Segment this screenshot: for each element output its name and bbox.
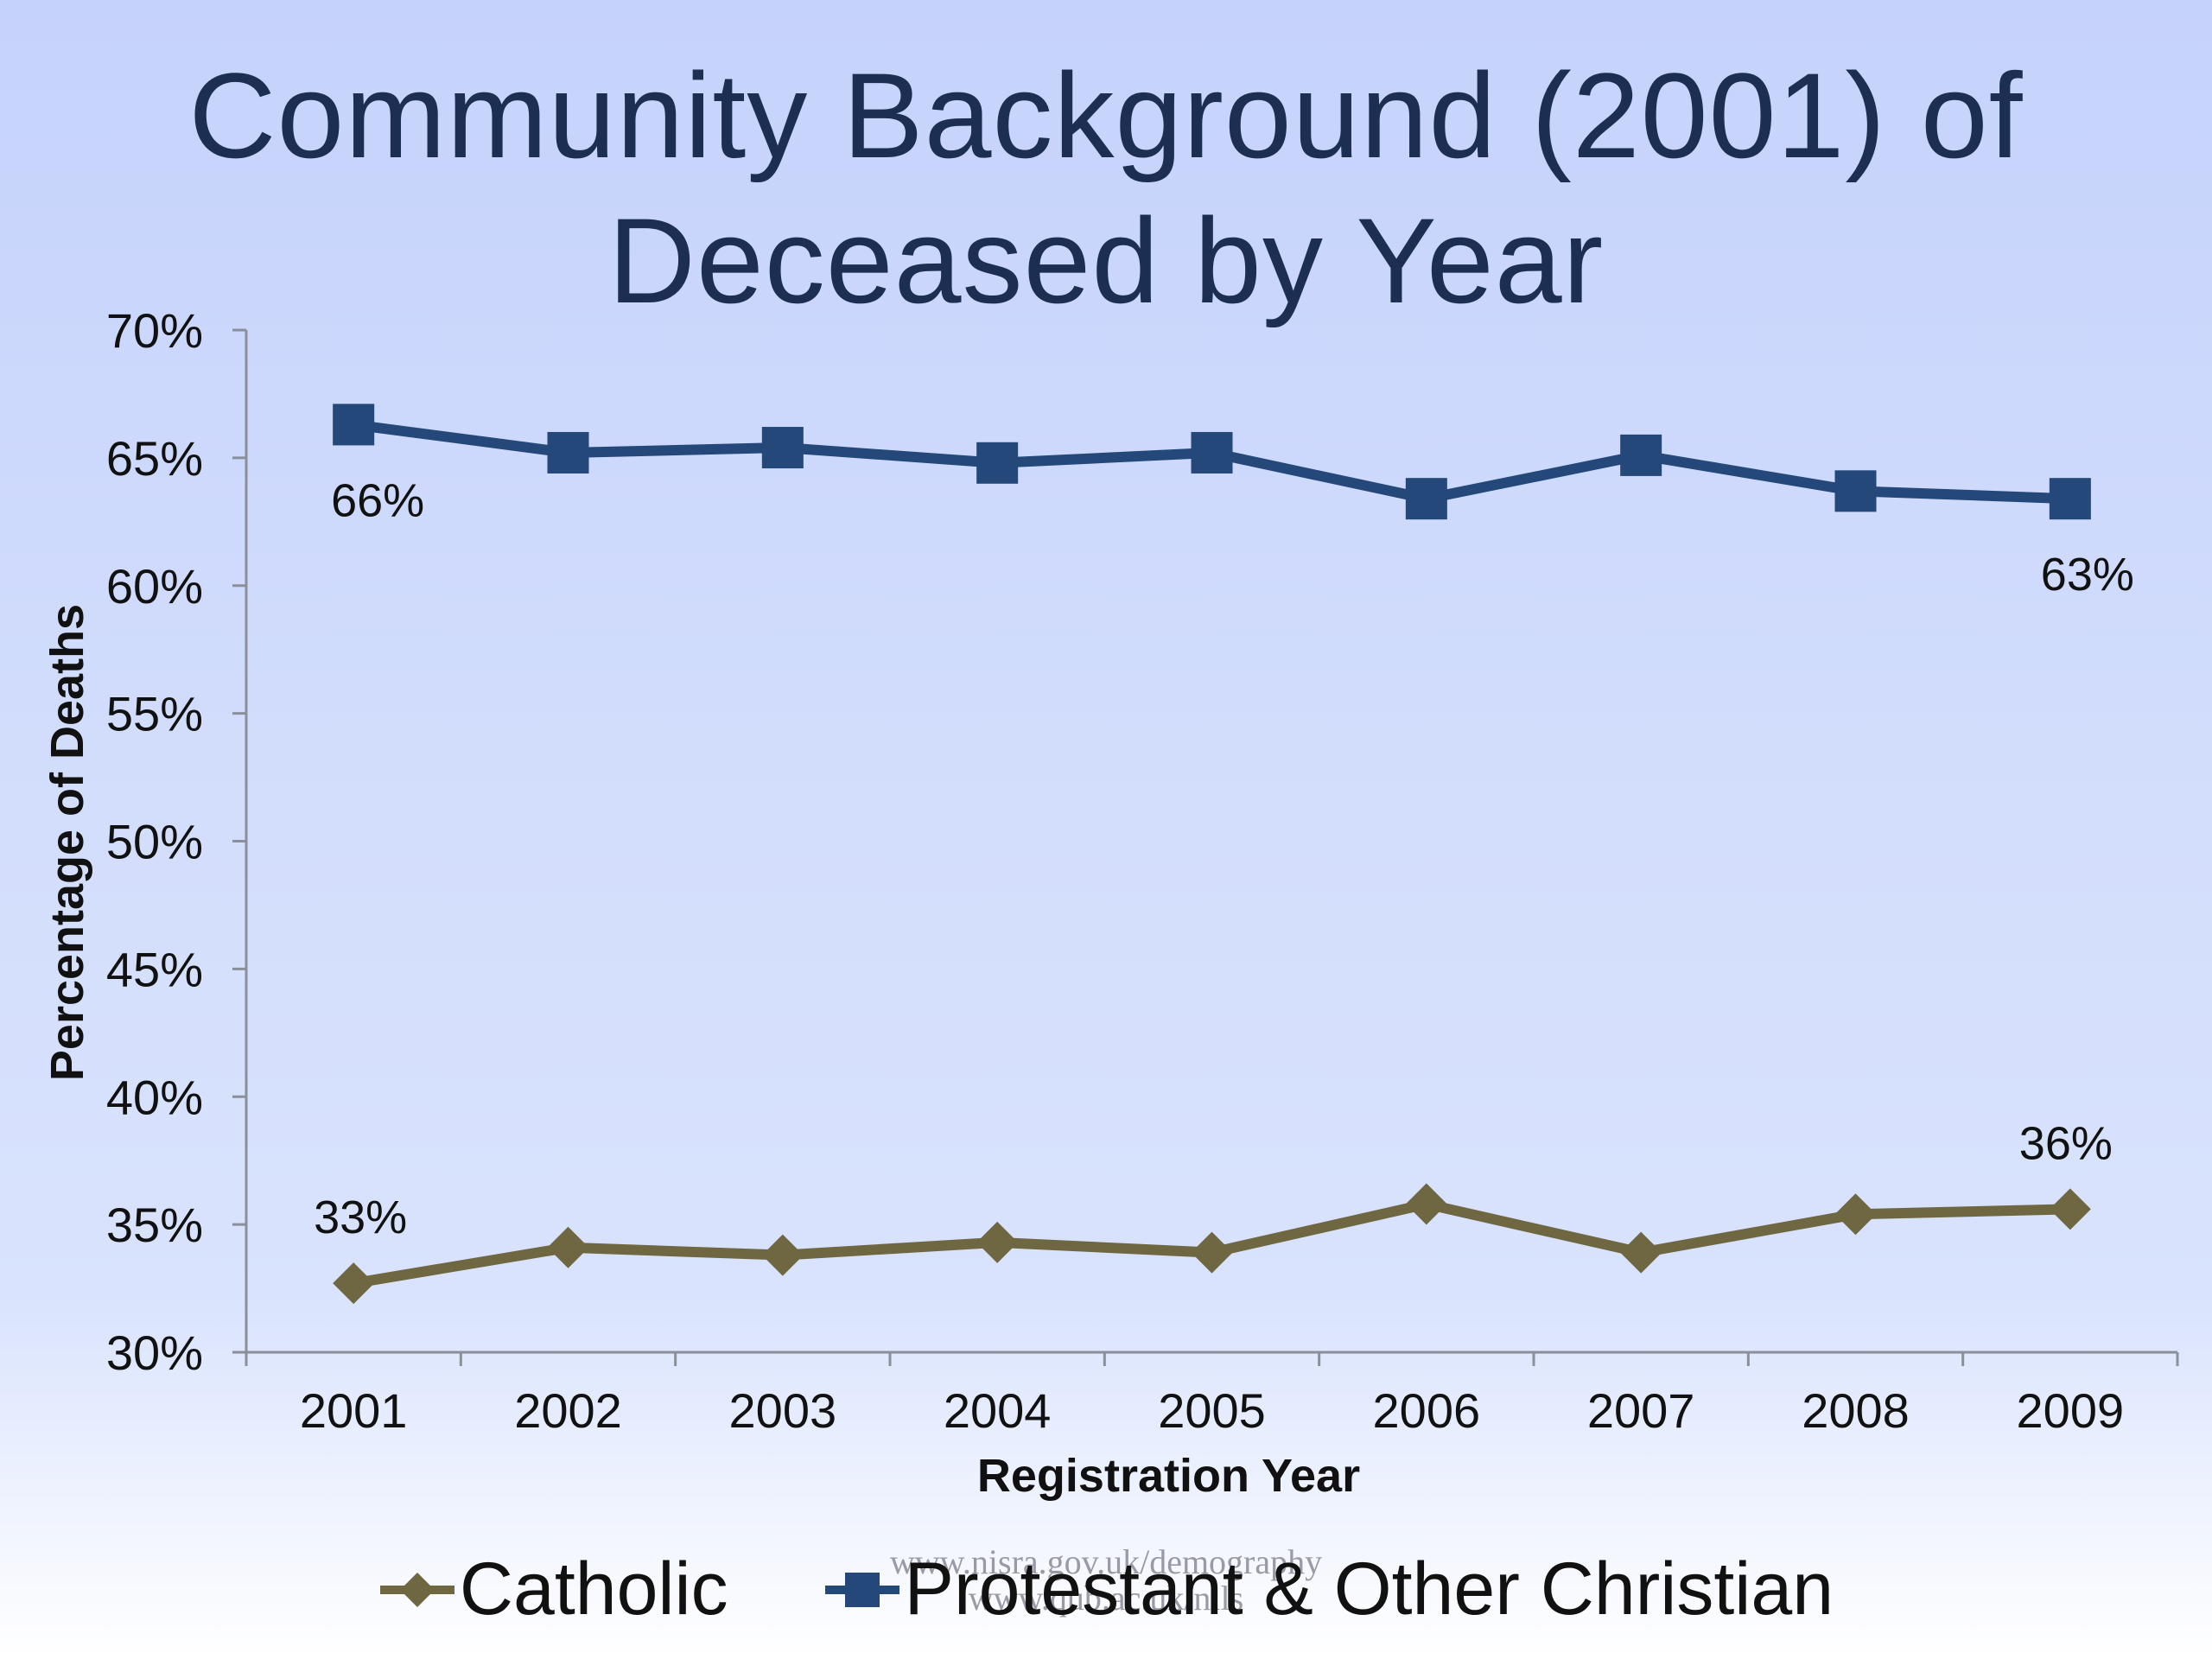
data-label: 36% [2019,1117,2113,1169]
data-point-protestant [1620,434,1662,476]
data-point-protestant [761,427,804,469]
y-axis-title: Percentage of Deaths [41,604,93,1081]
x-tick-label: 2002 [514,1383,622,1438]
y-tick-label: 30% [106,1325,203,1380]
x-tick-label: 2007 [1587,1383,1695,1438]
y-tick-label: 40% [106,1070,203,1124]
data-point-catholic [547,1226,589,1268]
x-axis-title: Registration Year [977,1450,1360,1502]
data-point-catholic [1405,1183,1447,1225]
x-tick-label: 2005 [1158,1383,1266,1438]
data-point-catholic [976,1221,1019,1263]
legend-label-catholic: Catholic [459,1548,728,1630]
legend-marker-diamond [379,1572,454,1607]
data-point-protestant [1834,470,1877,512]
legend-marker-square [824,1572,899,1607]
watermark-url-2: www.qub.ac.uk/nils [968,1579,1244,1618]
data-point-protestant [2049,478,2091,520]
data-point-catholic [1620,1231,1662,1274]
data-point-protestant [1191,431,1233,474]
data-point-catholic [1834,1193,1877,1236]
y-tick-label: 70% [106,303,203,358]
data-point-catholic [1191,1231,1233,1274]
chart-title: Community Background (2001) of Deceased … [0,43,2212,334]
data-label: 63% [2041,549,2134,601]
chart-legend: Catholic Protestant & Other Christian [0,1547,2212,1632]
y-tick-label: 35% [106,1198,203,1252]
data-point-protestant [976,442,1019,484]
legend-item-catholic: Catholic [378,1547,728,1632]
y-tick-label: 50% [106,815,203,869]
x-tick-label: 2006 [1373,1383,1481,1438]
x-tick-label: 2008 [1802,1383,1910,1438]
data-point-protestant [333,404,375,446]
legend-item-protestant: Protestant & Other Christian [823,1547,1834,1632]
chart-title-line-1: Community Background (2001) of [188,48,2024,183]
chart-title-line-2: Deceased by Year [607,193,1605,328]
x-tick-label: 2001 [300,1383,408,1438]
chart-axes: 30% 35% 40% 45% 50% 55% 60% 65% 70% 2001 2002 2003 2… [41,303,2179,1502]
watermark-url-1: www.nisra.gov.uk/demography [889,1542,1323,1581]
y-tick-label: 45% [106,942,203,996]
y-tick-label: 55% [106,687,203,741]
y-tick-label: 65% [106,431,203,486]
data-point-protestant [547,431,589,474]
x-tick-label: 2003 [729,1383,837,1438]
chart-data-labels: 33% 36% 66% 63% [314,474,2134,1243]
data-label: 33% [314,1192,407,1243]
data-point-catholic [333,1262,375,1305]
data-label: 66% [331,474,424,526]
data-point-catholic [2049,1188,2091,1230]
chart-series [333,404,2091,1305]
y-tick-label: 60% [106,559,203,613]
legend-label-protestant: Protestant & Other Christian [904,1548,1834,1630]
data-point-protestant [1405,478,1447,520]
data-point-catholic [761,1234,804,1276]
x-tick-label: 2004 [944,1383,1052,1438]
x-tick-label: 2009 [2017,1383,2125,1438]
